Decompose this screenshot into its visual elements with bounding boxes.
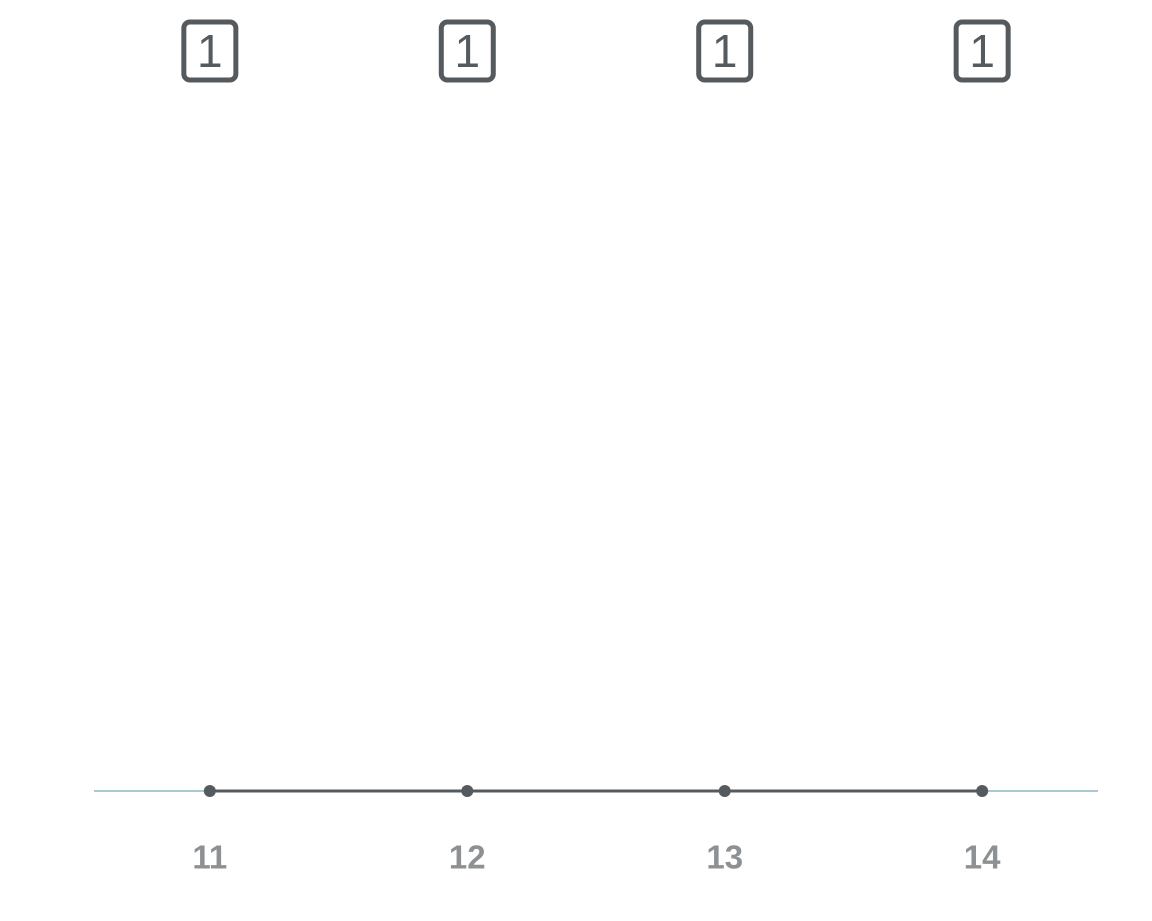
data-label-box-12 [438,19,496,83]
x-tick-label-12: 12 [449,839,486,876]
x-tick-label-11: 11 [192,839,227,876]
data-point-11 [203,785,216,797]
data-points [203,785,989,797]
data-point-13 [718,785,731,797]
data-label-14: 1 [969,25,995,77]
x-tick-labels: 11 12 13 14 [192,839,1001,876]
data-label-box-14 [953,19,1011,83]
x-tick-label-13: 13 [706,839,743,876]
data-point-12 [461,785,474,797]
data-label-box-13 [696,19,754,83]
data-label-12: 1 [454,25,480,77]
data-label-13: 1 [712,25,738,77]
data-label-11: 1 [197,25,223,77]
data-label-badges: 1 1 1 1 [181,19,1011,83]
data-point-14 [976,785,989,797]
x-tick-label-14: 14 [964,839,1001,876]
data-label-box-11 [181,19,239,83]
